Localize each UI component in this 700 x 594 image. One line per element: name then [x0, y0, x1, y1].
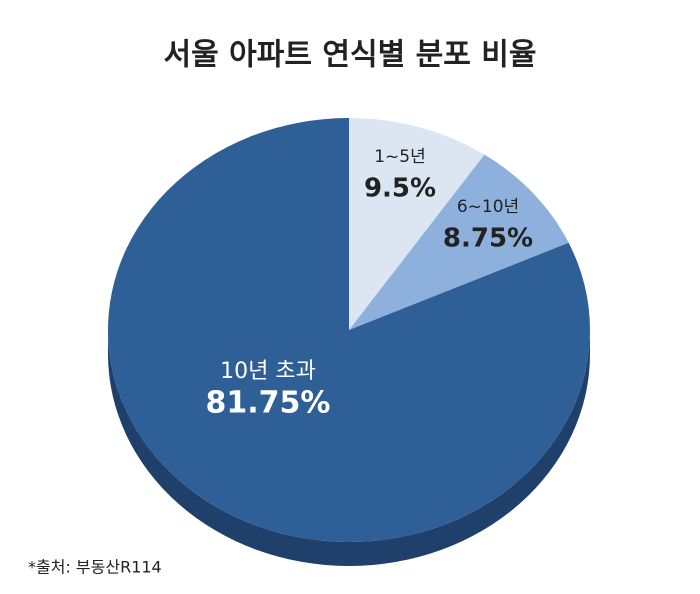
- pie-slice: [349, 118, 485, 330]
- value-label: 81.75%: [206, 386, 331, 421]
- slice-label: 6~10년: [457, 197, 519, 217]
- chart-title: 서울 아파트 연식별 분포 비율: [164, 38, 537, 73]
- slice-label: 1~5년: [374, 147, 426, 167]
- value-label: 8.75%: [443, 224, 533, 254]
- pie-slice: [349, 154, 569, 330]
- pie-slice: [108, 118, 590, 542]
- slice-label: 10년 초과: [220, 359, 316, 384]
- source-note: *출처: 부동산R114: [28, 558, 162, 577]
- value-label: 9.5%: [364, 174, 436, 204]
